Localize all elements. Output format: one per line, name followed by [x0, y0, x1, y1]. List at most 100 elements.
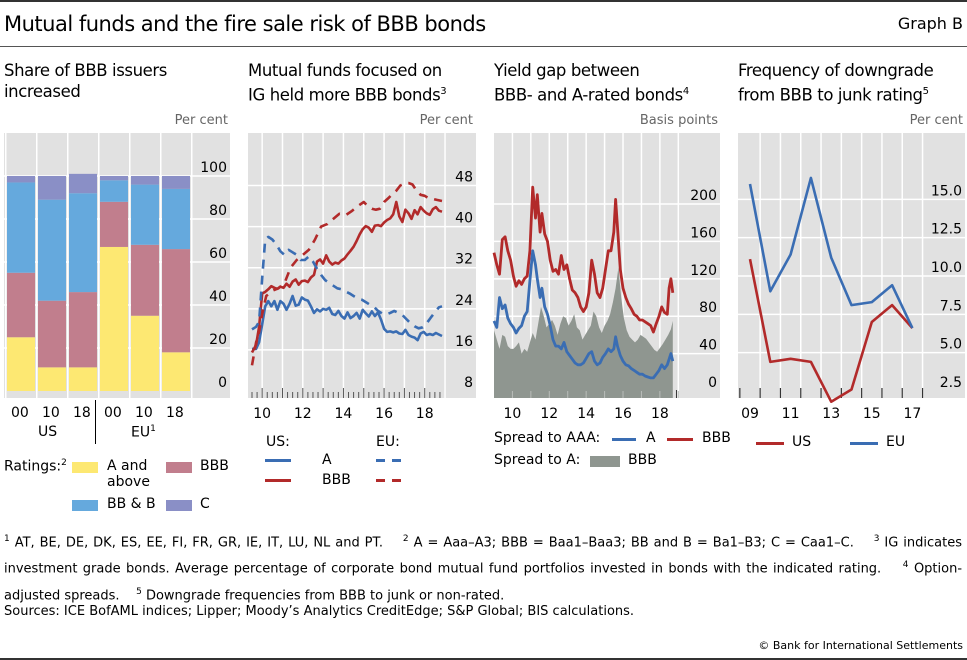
legend-spread-a-label: Spread to A: [494, 452, 581, 468]
y-tick-label: 40 [209, 289, 227, 305]
bar-segment-bbb [162, 249, 190, 353]
series-line-spread-to-aaa-a [492, 249, 675, 380]
x-tick-label: 09 [741, 406, 759, 422]
bar-segment-c [131, 176, 159, 185]
bar-segment-c [100, 176, 128, 181]
legend-spread-aaa-bbb-line [667, 438, 693, 441]
bar-segment-c [162, 176, 190, 189]
y-tick-label: 40 [455, 211, 473, 227]
footnote-1-marker: 1 [4, 534, 10, 544]
legend-us-heading: US: [266, 434, 290, 450]
panel1-title-line1: Share of BBB issuers [4, 61, 167, 80]
footnote-5-marker: 5 [136, 586, 142, 597]
panel3-legend: Spread to AAA: A BBB Spread to A: BBB [494, 430, 731, 474]
panel2-unit: Per cent [419, 113, 473, 128]
sources: Sources: ICE BofAML indices; Lipper; Moo… [4, 604, 635, 619]
y-tick-label: 5.0 [940, 337, 962, 353]
x-tick-label: 18 [166, 405, 184, 421]
panel2-title-line1: Mutual funds focused on [248, 61, 442, 80]
legend-us-label: US [792, 434, 812, 450]
legend-swatch-bb-b [72, 500, 98, 511]
bar-segment-bbb [7, 272, 35, 338]
footnotes: 1 AT, BE, DE, DK, ES, EE, FI, FR, GR, IE… [4, 528, 962, 607]
panel3-title: Yield gap between BBB- and A-rated bonds… [494, 60, 689, 106]
panel1-title-line2: increased [4, 82, 81, 101]
legend-label-bb-b: BB & B [107, 496, 156, 512]
y-tick-label: 16 [455, 334, 473, 350]
x-tick-label: 12 [294, 406, 312, 422]
x-tick-label: 10 [504, 406, 522, 422]
footnote-4: Option-adjusted spreads. [4, 561, 963, 603]
y-tick-label: 10.0 [931, 260, 962, 276]
panel3-title-sup: 4 [682, 86, 689, 97]
legend-a-line2: above [107, 474, 150, 490]
group-label-us: US [38, 424, 57, 440]
footnote-3-marker: 3 [873, 534, 880, 544]
legend-eu-label: EU [886, 434, 906, 450]
panel1-unit: Per cent [174, 113, 228, 128]
top-rule [0, 0, 967, 2]
x-tick-label: 18 [416, 406, 434, 422]
panel3-title-line2: BBB- and A-rated bonds [494, 85, 683, 105]
panel4-title-sup: 5 [922, 86, 929, 97]
y-tick-label: 80 [209, 203, 227, 219]
y-tick-label: 200 [690, 188, 717, 204]
legend-us-line [756, 442, 784, 445]
panel2-title: Mutual funds focused on IG held more BBB… [248, 60, 447, 106]
footnote-2: A = Aaa–A3; BBB = Baa1–Baa3; BB and B = … [413, 535, 854, 551]
series-line-eu-bbb [250, 181, 443, 366]
x-tick-label: 17 [903, 406, 921, 422]
y-tick-label: 160 [690, 225, 717, 241]
bar-segment-bb-b [7, 182, 35, 273]
legend-eu-line [850, 442, 878, 445]
legend-a-line1: A and [107, 458, 148, 474]
x-tick-label: 11 [782, 406, 800, 422]
panel4-title-line2: from BBB to junk rating [738, 85, 923, 105]
legend-label-c: C [200, 496, 210, 512]
bar-segment-c [7, 176, 35, 183]
y-tick-label: 80 [699, 300, 717, 316]
y-tick-label: 15.0 [931, 183, 962, 199]
bar-segment-bb-b [69, 193, 97, 293]
line-chart-mutual-funds: 8 16 24 32 40 48 10 12 14 16 18 [248, 133, 476, 422]
graph-label: Graph B [897, 14, 963, 33]
bar-segment-bb-b [38, 199, 66, 301]
bar-segment-a-above [131, 315, 159, 391]
y-tick-label: 8 [464, 375, 473, 391]
legend-eu-bbb-line [376, 479, 402, 482]
series-line-eu-a [251, 235, 443, 331]
legend-spread-a-bbb: BBB [628, 452, 657, 468]
bar-segment-bb-b [162, 188, 190, 250]
group-us: US [38, 424, 58, 440]
title-rule [0, 46, 967, 47]
legend-ratings-sup: 2 [61, 458, 67, 468]
x-tick-label: 16 [375, 406, 393, 422]
legend-spread-aaa-a: A [646, 430, 656, 446]
x-tick-label: 18 [651, 406, 669, 422]
line-chart-downgrade-frequency: 2.5 5.0 7.5 10.0 12.5 15.0 09 11 13 15 17 [738, 133, 965, 422]
panel4-unit: Per cent [909, 113, 963, 128]
bar-chart-bbb-share: 0 20 40 60 80 100 [4, 133, 230, 398]
bar-segment-bbb [100, 201, 128, 247]
y-tick-label: 32 [455, 252, 473, 268]
series-line-spread-to-aaa-bbb [492, 185, 675, 334]
legend-spread-a-swatch [590, 456, 620, 467]
plot-background [738, 133, 965, 398]
legend-spread-aaa-a-line [612, 438, 636, 441]
y-tick-label: 0 [218, 375, 227, 391]
y-tick-label: 7.5 [940, 298, 962, 314]
copyright: © Bank for International Settlements [758, 639, 963, 652]
y-tick-label: 20 [209, 332, 227, 348]
y-tick-label: 120 [690, 263, 717, 279]
bar-segment-bbb [38, 300, 66, 368]
series-line-us-a [252, 294, 443, 351]
y-tick-label: 24 [455, 293, 473, 309]
plot-background [248, 133, 476, 398]
group-label-eu: EU1 [131, 424, 156, 441]
legend-us-bbb-line [265, 479, 291, 482]
y-tick-label: 12.5 [931, 222, 962, 238]
panel4-title: Frequency of downgrade from BBB to junk … [738, 60, 934, 106]
area-chart-yield-gap: 0 40 80 120 160 200 10 12 14 16 18 [492, 133, 720, 422]
bar-segment-bb-b [100, 180, 128, 202]
bar-segment-a-above [38, 367, 66, 391]
